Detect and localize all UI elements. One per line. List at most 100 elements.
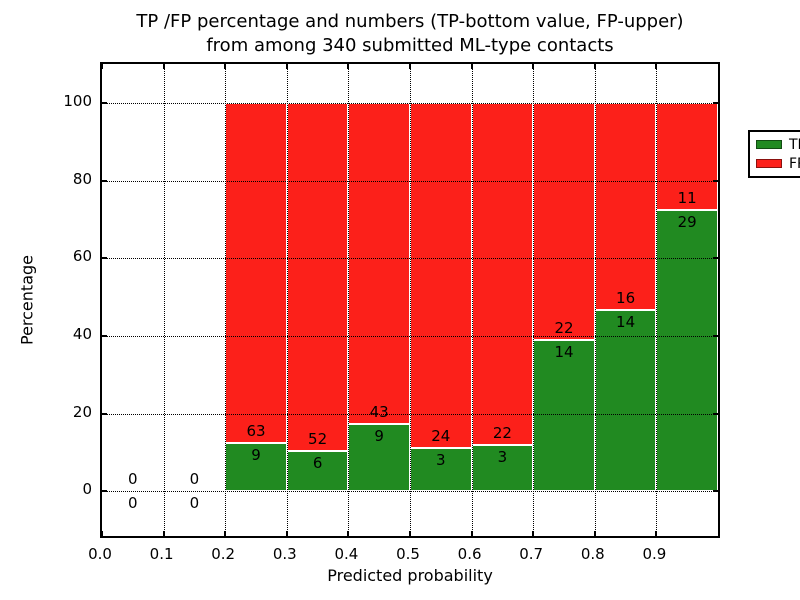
gridline-vertical: [410, 64, 411, 536]
plot-area: 0 0 0 0 63 9 52 6 43 9 24 3 22 3 22 14 16 14 11 29 TP FP: [100, 62, 800, 538]
x-tick-mark-bottom: [162, 531, 165, 536]
gridline-vertical: [594, 64, 596, 536]
y-tick-mark-left: [102, 101, 107, 104]
legend-row-fp: FP: [756, 157, 800, 171]
fp-count-label: 0: [189, 470, 200, 489]
x-tick-label: 0.2: [211, 545, 236, 563]
y-tick-mark-left: [102, 490, 107, 493]
chart-title: TP /FP percentage and numbers (TP-bottom…: [100, 10, 720, 58]
x-tick-mark-bottom: [285, 531, 288, 536]
bar-segment-tp: [286, 451, 349, 492]
y-tick-mark-right: [713, 490, 718, 493]
tp-color-swatch: [756, 140, 782, 149]
x-tick-label: 0.7: [519, 545, 544, 563]
legend: TP FP: [748, 130, 800, 178]
tp-count-label: 0: [128, 494, 138, 513]
y-tick-label: 60: [72, 247, 92, 266]
fp-color-swatch: [756, 159, 782, 168]
bar-segment-fp: [594, 102, 657, 311]
bar-segment-fp: [471, 102, 534, 445]
gridline-vertical: [163, 64, 165, 536]
bar-segment-fp: [225, 102, 287, 443]
bar-segment-fp: [286, 102, 349, 452]
y-tick-mark-right: [713, 412, 718, 415]
x-tick-label: 0.5: [396, 545, 420, 563]
fp-count-label: 22: [492, 423, 512, 442]
chart-title-line2: from among 340 submitted ML-type contact…: [206, 35, 614, 56]
y-tick-label: 100: [63, 91, 92, 110]
x-tick-label: 0.1: [149, 545, 174, 563]
chart-title-line1: TP /FP percentage and numbers (TP-bottom…: [136, 11, 684, 32]
plot-inner: 0 0 0 0 63 9 52 6 43 9 24 3 22 3 22 14 16 14 11 29: [101, 64, 718, 536]
x-tick-label: 0.9: [642, 545, 667, 563]
gridline-vertical: [471, 64, 473, 536]
y-tick-mark-right: [713, 334, 718, 337]
x-tick-mark-top: [593, 64, 596, 69]
tp-count-label: 3: [497, 447, 508, 466]
bar-segment-tp: [594, 310, 657, 492]
x-tick-mark-top: [347, 64, 350, 69]
x-axis-label: Predicted probability: [327, 566, 493, 585]
y-tick-mark-left: [102, 179, 107, 182]
y-tick-label: 20: [72, 402, 92, 421]
x-tick-label: 0.8: [580, 545, 605, 563]
gridline-horizontal: [102, 491, 718, 493]
y-tick-mark-right: [713, 179, 718, 182]
gridline-vertical: [533, 64, 535, 536]
fp-count-label: 0: [128, 470, 138, 489]
legend-label-fp: FP: [789, 155, 800, 172]
bar-segment-tp: [656, 209, 718, 492]
y-tick-label: 0: [82, 480, 92, 499]
x-tick-mark-top: [532, 64, 535, 69]
x-tick-label: 0.0: [88, 545, 112, 563]
fp-count-label: 11: [677, 188, 697, 207]
gridline-vertical: [286, 64, 288, 536]
y-axis-label: Percentage: [17, 254, 37, 346]
fp-count-label: 43: [369, 403, 389, 422]
tp-count-label: 29: [677, 212, 697, 231]
bar-segment-tp: [225, 442, 287, 492]
tp-count-label: 14: [554, 343, 574, 362]
y-tick-mark-left: [102, 412, 107, 415]
legend-row-tp: TP: [756, 138, 800, 152]
bar-segment-fp: [410, 102, 472, 449]
gridline-horizontal: [102, 180, 718, 182]
y-tick-mark-right: [713, 101, 718, 104]
bar-segment-fp: [533, 102, 595, 341]
x-tick-mark-top: [224, 64, 227, 69]
fp-count-label: 16: [616, 289, 636, 308]
x-tick-mark-top: [162, 64, 165, 69]
gridline-horizontal: [102, 413, 718, 415]
x-tick-label: 0.3: [272, 545, 297, 563]
x-tick-mark-top: [409, 64, 411, 69]
tp-count-label: 6: [312, 454, 323, 473]
gridline-horizontal: [102, 258, 718, 260]
y-tick-mark-left: [102, 257, 107, 260]
x-tick-mark-bottom: [470, 531, 473, 536]
tp-count-label: 9: [374, 427, 384, 446]
x-tick-mark-bottom: [532, 531, 535, 536]
fp-count-label: 22: [554, 319, 574, 338]
x-tick-mark-top: [655, 64, 658, 69]
fp-count-label: 63: [246, 421, 266, 440]
x-tick-mark-bottom: [409, 531, 411, 536]
fp-count-label: 52: [308, 430, 328, 449]
gridline-vertical: [656, 64, 658, 536]
x-tick-mark-top: [470, 64, 473, 69]
gridline-horizontal: [102, 102, 718, 104]
x-tick-mark-bottom: [593, 531, 596, 536]
x-tick-mark-top: [101, 64, 103, 69]
x-tick-mark-bottom: [101, 531, 103, 536]
x-tick-label: 0.4: [334, 545, 359, 563]
tp-count-label: 14: [616, 313, 636, 332]
x-tick-mark-bottom: [347, 531, 350, 536]
bar-segment-fp: [348, 102, 410, 425]
y-tick-mark-left: [102, 334, 107, 337]
y-tick-label: 80: [72, 169, 92, 188]
gridline-vertical: [225, 64, 227, 536]
x-tick-label: 0.6: [457, 545, 482, 563]
x-tick-mark-top: [285, 64, 288, 69]
y-tick-mark-right: [713, 257, 718, 260]
gridline-horizontal: [102, 335, 718, 337]
